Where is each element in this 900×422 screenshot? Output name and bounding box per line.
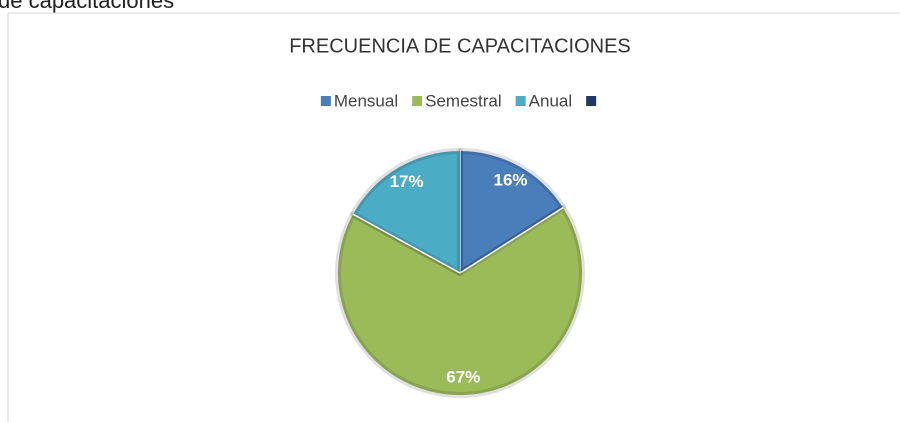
pie-slice — [350, 148, 463, 276]
data-label: 67% — [446, 367, 480, 386]
legend-swatch — [515, 96, 526, 106]
legend-swatch — [586, 96, 597, 106]
pie-slice — [457, 148, 567, 276]
chart-title: FRECUENCIA DE CAPACITACIONES — [289, 35, 631, 57]
data-label: 17% — [390, 172, 424, 191]
pie-slice-edge — [352, 213, 461, 274]
legend-label: Anual — [529, 91, 572, 110]
pie-slice-edge — [459, 206, 564, 274]
legend-swatch — [320, 96, 331, 106]
legend-label: Semestral — [425, 91, 502, 110]
legend-label: Mensual — [334, 91, 398, 110]
legend-swatch — [412, 96, 423, 106]
page-heading: de capacitaciones — [0, 0, 174, 13]
data-label: 16% — [494, 171, 528, 190]
pie-slice — [335, 204, 585, 398]
